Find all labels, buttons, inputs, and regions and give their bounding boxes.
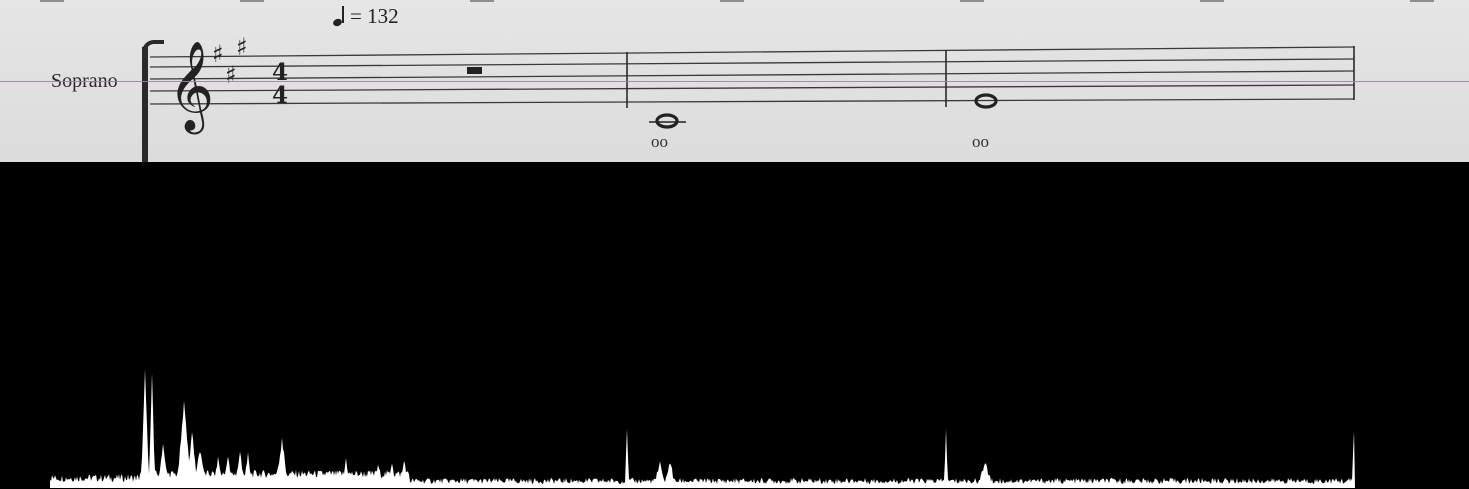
staff-line [149, 84, 1355, 92]
scan-edge-mark [240, 0, 264, 2]
lyric-syllable: oo [651, 132, 668, 151]
scan-edge-mark [40, 0, 64, 2]
barlines [626, 46, 1355, 108]
scan-edge-mark [720, 0, 744, 2]
whole-note-icon [655, 113, 679, 129]
tempo-value: = 132 [350, 4, 399, 28]
scan-edge-mark [470, 0, 494, 2]
system-bracket [142, 47, 148, 162]
staff-line [149, 46, 1355, 58]
time-sig-top: 4 [272, 59, 288, 86]
sharp-icon: ♯ [225, 61, 237, 89]
sharp-icon: ♯ [236, 33, 248, 61]
system-bracket-hook [142, 40, 164, 52]
column-projection-histogram [50, 368, 1360, 488]
staff-lines [149, 46, 1355, 105]
key-signature: ♯ ♯ ♯ [212, 33, 248, 89]
quarter-note-stem [342, 6, 344, 23]
whole-note-icon [974, 93, 998, 109]
scan-edge-mark [1200, 0, 1224, 2]
staff-line [149, 58, 1355, 68]
staff: 𝄞 ♯ ♯ ♯ 4 4 [149, 33, 1355, 135]
scan-edge-mark [960, 0, 984, 2]
time-sig-bottom: 4 [272, 82, 288, 109]
scan-edge-mark [1410, 0, 1434, 2]
lyric-syllable: oo [972, 132, 989, 151]
tempo-marking: = 132 [332, 4, 399, 29]
staff-line [149, 98, 1355, 105]
whole-rest-icon [467, 67, 482, 74]
staff-line [149, 70, 1355, 80]
treble-clef-icon: 𝄞 [168, 41, 214, 135]
sharp-icon: ♯ [212, 40, 224, 68]
scan-row-indicator[interactable] [0, 81, 1469, 82]
histogram-area [50, 368, 1360, 488]
